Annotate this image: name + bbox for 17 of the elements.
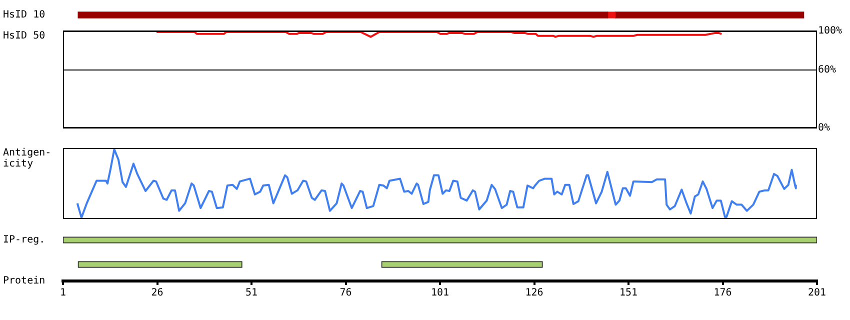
x-tick-label: 126 bbox=[525, 288, 544, 299]
x-tick-label: 101 bbox=[430, 288, 450, 299]
x-axis-title: Protein bbox=[3, 276, 46, 287]
x-tick-label: 1 bbox=[60, 288, 66, 299]
y-tick-label: 60% bbox=[818, 64, 836, 76]
y-axis-title: HsID 50 bbox=[3, 30, 46, 42]
x-tick-label: 51 bbox=[245, 288, 258, 299]
y-tick-label: HsID 10 bbox=[3, 10, 46, 21]
y-axis-title: Antigen- icity bbox=[3, 148, 52, 170]
x-tick-label: 76 bbox=[340, 288, 352, 299]
y-tick-label: 0% bbox=[818, 122, 830, 134]
x-tick-label: 151 bbox=[619, 288, 638, 299]
y-tick-label: IP-reg. bbox=[3, 234, 46, 246]
x-tick-label: 201 bbox=[808, 288, 826, 299]
x-tick-label: 26 bbox=[151, 288, 164, 299]
x-tick-label: 176 bbox=[714, 288, 732, 299]
y-tick-label: 100% bbox=[818, 26, 842, 37]
